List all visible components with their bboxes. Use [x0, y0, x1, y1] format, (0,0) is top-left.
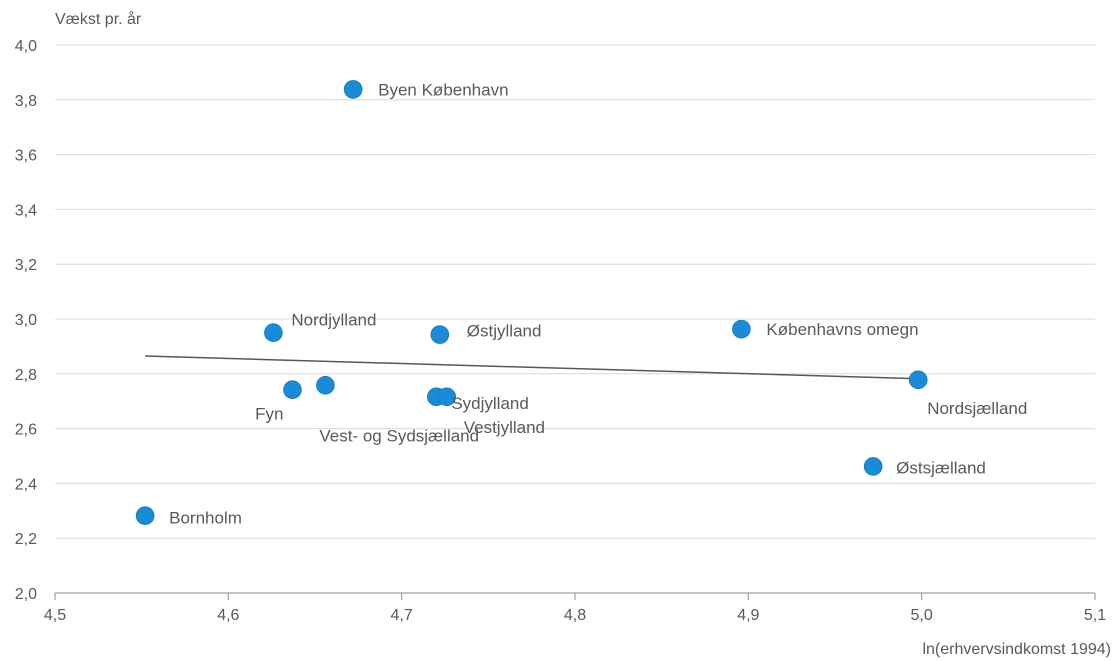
- y-tick-label: 3,0: [15, 312, 37, 329]
- point-label: Østsjælland: [896, 458, 986, 477]
- scatter-point: [908, 370, 928, 390]
- scatter-point: [437, 387, 457, 407]
- x-tick-label: 4,9: [737, 607, 759, 624]
- point-label: Byen København: [378, 80, 508, 99]
- y-tick-label: 4,0: [15, 38, 37, 55]
- x-tick-label: 4,8: [564, 607, 586, 624]
- scatter-point: [863, 457, 883, 476]
- x-tick-label: 4,6: [217, 607, 239, 624]
- point-label: Nordjylland: [291, 311, 376, 330]
- trendline: [145, 355, 919, 380]
- y-tick-label: 3,6: [15, 148, 37, 165]
- x-axis: 4,5 4,6 4,7 4,8 4,9 5,0 5,1: [44, 592, 1106, 624]
- point-label: Nordsjælland: [927, 399, 1027, 418]
- point-label: Østjylland: [467, 322, 542, 341]
- x-axis-title: ln(erhvervsindkomst 1994): [922, 641, 1111, 658]
- trendline-group: [145, 355, 919, 380]
- y-tick-label: 2,8: [15, 367, 37, 384]
- scatter-point: [264, 323, 283, 343]
- x-tick-label: 5,0: [911, 607, 933, 624]
- scatter-point: [283, 380, 302, 399]
- point-labels: Byen København Nordjylland Østjylland Køben…: [169, 80, 1027, 527]
- y-tick-label: 3,2: [15, 257, 37, 274]
- point-label: Vest- og Sydsjælland: [319, 426, 479, 445]
- y-axis-title: Vækst pr. år: [55, 10, 142, 28]
- point-label: Fyn: [255, 405, 283, 424]
- scatter-point: [135, 506, 155, 526]
- scatter-point: [316, 376, 335, 395]
- y-axis-ticks: 2,0 2,2 2,4 2,6 2,8 3,0 3,2 3,4 3,6 3,8 4,0: [15, 38, 37, 603]
- scatter-point: [732, 319, 751, 339]
- point-label: Sydjylland: [451, 394, 529, 413]
- y-tick-label: 2,4: [15, 476, 37, 493]
- point-label: Bornholm: [169, 509, 242, 528]
- scatter-point: [343, 80, 363, 99]
- y-tick-label: 3,4: [15, 202, 37, 219]
- y-tick-label: 3,8: [15, 93, 37, 110]
- scatter-point: [430, 325, 450, 344]
- y-tick-label: 2,0: [15, 586, 37, 603]
- point-label: Københavns omegn: [766, 320, 918, 339]
- point-label: Vestjylland: [464, 418, 545, 437]
- gridlines: [55, 44, 1095, 539]
- y-tick-label: 2,2: [15, 531, 37, 548]
- x-tick-label: 4,7: [391, 607, 413, 624]
- y-tick-label: 2,6: [15, 422, 37, 439]
- x-tick-label: 4,5: [44, 607, 66, 624]
- data-points: [135, 80, 928, 526]
- x-tick-label: 5,1: [1084, 607, 1106, 624]
